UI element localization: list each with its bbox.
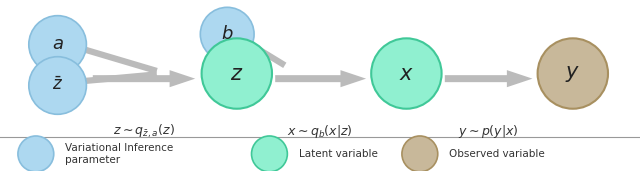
Text: $y \sim p(y|x)$: $y \sim p(y|x)$: [458, 123, 518, 140]
FancyArrow shape: [275, 70, 366, 87]
Ellipse shape: [29, 57, 86, 114]
FancyArrow shape: [93, 70, 195, 87]
Text: $y$: $y$: [565, 64, 580, 83]
Text: $x$: $x$: [399, 64, 414, 83]
Ellipse shape: [200, 7, 254, 61]
Text: $z$: $z$: [230, 64, 243, 83]
Ellipse shape: [252, 136, 287, 171]
Text: Observed variable: Observed variable: [449, 149, 545, 159]
Ellipse shape: [18, 136, 54, 171]
Ellipse shape: [202, 38, 272, 109]
Ellipse shape: [371, 38, 442, 109]
Text: Variational Inference
parameter: Variational Inference parameter: [65, 143, 173, 165]
Text: $x \sim q_b(x|z)$: $x \sim q_b(x|z)$: [287, 123, 353, 140]
FancyArrow shape: [445, 70, 532, 87]
Ellipse shape: [538, 38, 608, 109]
Ellipse shape: [402, 136, 438, 171]
Text: $b$: $b$: [221, 25, 234, 43]
Ellipse shape: [29, 16, 86, 73]
Text: $z \sim q_{\bar{z},a}(z)$: $z \sim q_{\bar{z},a}(z)$: [113, 123, 175, 140]
Text: $a$: $a$: [52, 35, 63, 54]
Text: $\bar{z}$: $\bar{z}$: [52, 76, 63, 95]
Text: Latent variable: Latent variable: [299, 149, 378, 159]
